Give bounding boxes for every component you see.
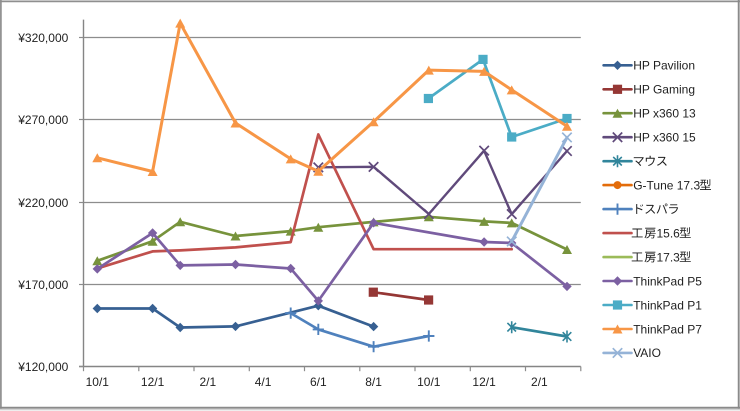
svg-text:HP x360 13: HP x360 13 bbox=[633, 107, 696, 121]
svg-text:10/1: 10/1 bbox=[86, 375, 110, 389]
svg-text:8/1: 8/1 bbox=[365, 375, 382, 389]
svg-text:¥270,000: ¥270,000 bbox=[17, 113, 68, 127]
svg-text:ThinkPad P5: ThinkPad P5 bbox=[633, 274, 702, 288]
svg-text:12/1: 12/1 bbox=[472, 375, 496, 389]
svg-text:¥220,000: ¥220,000 bbox=[17, 196, 68, 210]
svg-text:6/1: 6/1 bbox=[310, 375, 327, 389]
svg-text:17.3: 17.3 bbox=[657, 250, 681, 264]
svg-text:G-Tune 17.3: G-Tune 17.3 bbox=[633, 178, 700, 192]
svg-text:VAIO: VAIO bbox=[633, 346, 661, 360]
svg-text:2/1: 2/1 bbox=[531, 375, 548, 389]
svg-text:15.6: 15.6 bbox=[657, 226, 681, 240]
svg-text:HP Pavilion: HP Pavilion bbox=[633, 59, 695, 73]
svg-text:HP Gaming: HP Gaming bbox=[633, 83, 695, 97]
svg-text:10/1: 10/1 bbox=[417, 375, 441, 389]
svg-text:12/1: 12/1 bbox=[141, 375, 165, 389]
svg-text:HP x360 15: HP x360 15 bbox=[633, 131, 696, 145]
svg-text:4/1: 4/1 bbox=[255, 375, 272, 389]
svg-text:ThinkPad P1: ThinkPad P1 bbox=[633, 298, 702, 312]
svg-text:2/1: 2/1 bbox=[199, 375, 216, 389]
svg-text:ThinkPad P7: ThinkPad P7 bbox=[633, 322, 702, 336]
svg-text:¥120,000: ¥120,000 bbox=[17, 360, 68, 374]
svg-text:¥320,000: ¥320,000 bbox=[17, 31, 68, 45]
svg-text:¥170,000: ¥170,000 bbox=[17, 278, 68, 292]
